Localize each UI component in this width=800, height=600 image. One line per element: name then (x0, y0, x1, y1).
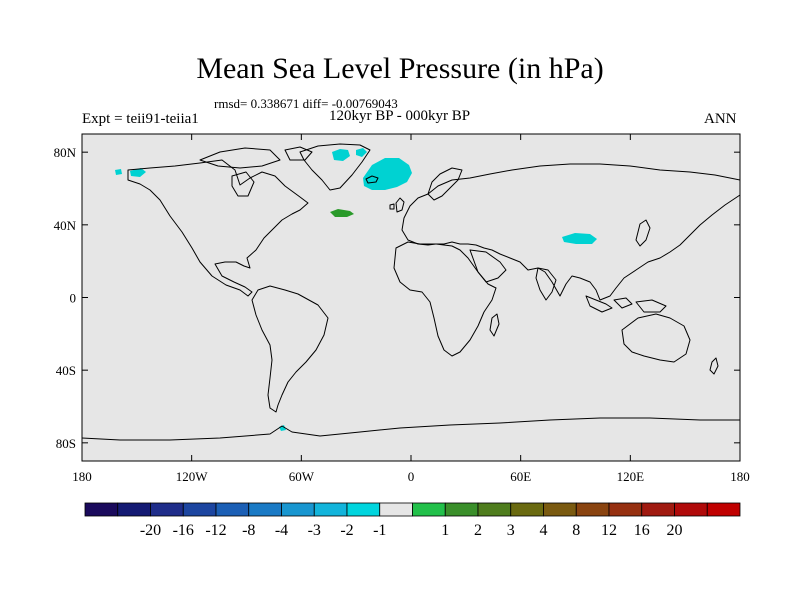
lon-tick-label: 180 (72, 469, 92, 484)
coastline-australia (621, 313, 691, 363)
colorbar-label: 1 (441, 522, 449, 539)
colorbar-swatch (575, 502, 610, 517)
stats-line: rmsd= 0.338671 diff= -0.00769043 (214, 96, 398, 111)
lon-tick-label: 120W (176, 469, 209, 484)
colorbar-swatch (608, 502, 643, 517)
colorbar-swatch (346, 502, 381, 517)
coastline-antarctica (81, 417, 740, 441)
coastline-europe-asia (401, 163, 741, 301)
map-panel (81, 134, 741, 461)
coastline-africa (393, 241, 497, 357)
colorbar-label: 8 (572, 522, 580, 539)
colorbar-swatch (117, 502, 151, 517)
lon-tick-label: 120E (617, 469, 645, 484)
coastline-arabia (469, 249, 507, 283)
coastline-scandinavia (427, 167, 463, 201)
season-label: ANN (704, 111, 737, 127)
coastline-madagascar (489, 313, 500, 337)
period-line: 120kyr BP - 000kyr BP (329, 108, 471, 124)
colorbar-label: 4 (540, 522, 548, 539)
colorbar-label: -3 (308, 522, 321, 539)
lat-tick-label: 40S (56, 363, 76, 378)
colorbar-label: 2 (474, 522, 482, 539)
colorbar-label: -1 (373, 522, 386, 539)
coastline-hudson-bay (231, 171, 255, 197)
colorbar-swatch (248, 502, 282, 517)
colorbar-swatch (543, 502, 577, 517)
colorbar: -20 -16 -12 -8 -4 -3 -2 -1 1 2 3 4 8 12 16 20 (84, 502, 741, 539)
anomaly-shading (115, 148, 597, 431)
colorbar-swatch (182, 502, 217, 517)
colorbar-swatch (706, 502, 741, 517)
coastline-british-isles (389, 197, 405, 213)
colorbar-swatch (477, 502, 512, 517)
anomaly-region-alaska (115, 168, 146, 177)
coastline-southeast-asia-islands (585, 295, 667, 313)
colorbar-label: -20 (140, 522, 161, 539)
plot-title: Mean Sea Level Pressure (in hPa) (196, 52, 604, 85)
lat-tick-label: 80S (56, 436, 76, 451)
colorbar-label: 20 (667, 522, 683, 539)
lat-tick-label: 80N (54, 145, 77, 160)
colorbar-label: 3 (507, 522, 515, 539)
anomaly-region-north-atlantic (330, 209, 354, 217)
lat-tick-label: 0 (70, 291, 77, 306)
colorbar-swatch (641, 502, 675, 517)
coastline-south-america (251, 285, 329, 413)
colorbar-label: 16 (634, 522, 650, 539)
coastlines (81, 143, 741, 441)
colorbar-label: -16 (173, 522, 194, 539)
lon-tick-label: 180 (730, 469, 750, 484)
coastline-new-zealand (709, 357, 719, 375)
colorbar-label: -4 (275, 522, 288, 539)
latitude-axis: 80N 40N 0 40S 80S (54, 145, 740, 451)
lon-tick-label: 60W (289, 469, 315, 484)
lon-tick-label: 0 (408, 469, 415, 484)
coastline-india (535, 267, 557, 301)
colorbar-swatch (510, 502, 544, 517)
lat-tick-label: 40N (54, 218, 77, 233)
coastline-north-america (127, 159, 309, 297)
lon-tick-label: 60E (510, 469, 531, 484)
coastline-iceland (365, 175, 379, 184)
anomaly-region-greenland-iceland (332, 148, 412, 190)
colorbar-swatch (215, 502, 250, 517)
colorbar-swatch (412, 502, 446, 517)
colorbar-swatch (444, 502, 479, 517)
anomaly-region-tibet (562, 233, 597, 244)
colorbar-swatch (379, 502, 413, 517)
colorbar-swatch (313, 502, 348, 517)
colorbar-label: -12 (205, 522, 226, 539)
colorbar-label: 12 (601, 522, 617, 539)
coastline-greenland (299, 143, 371, 191)
colorbar-label: -2 (340, 522, 353, 539)
colorbar-swatch (150, 502, 184, 517)
experiment-label: Expt = teii91-teiia1 (82, 111, 199, 127)
longitude-axis: 180 120W 60W 0 60E 120E 180 (72, 134, 750, 484)
colorbar-label: -8 (242, 522, 255, 539)
coastline-japan (635, 219, 651, 247)
colorbar-swatch (281, 502, 315, 517)
colorbar-swatch (84, 502, 119, 517)
colorbar-swatch (674, 502, 708, 517)
map-background (82, 134, 740, 461)
coastline-arctic-islands (199, 146, 313, 169)
